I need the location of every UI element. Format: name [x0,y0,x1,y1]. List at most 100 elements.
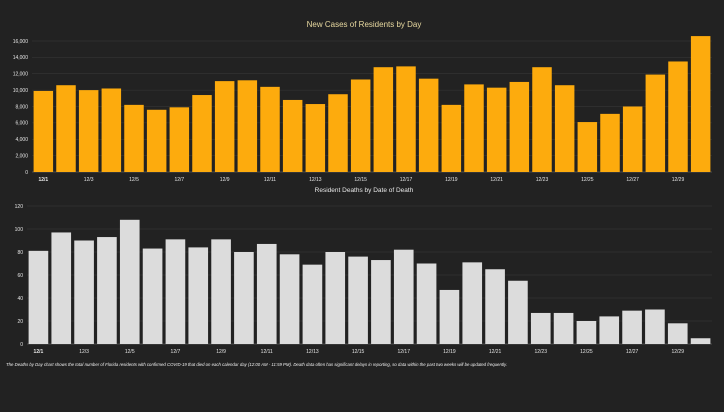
cases-x-tick-label: 12/23 [536,177,549,183]
deaths-bar-12-7[interactable] [165,239,186,344]
deaths-bar-12-28[interactable] [645,309,665,345]
cases-y-tick-label: 12,000 [13,72,29,78]
deaths-x-tick-label: 12/25 [580,349,593,355]
deaths-x-tick-label: 12/29 [671,349,684,355]
deaths-bar-12-5[interactable] [119,219,140,344]
cases-bar-12-8[interactable] [192,95,212,172]
cases-bar-12-20[interactable] [464,84,484,172]
deaths-bar-12-29[interactable] [667,323,688,344]
deaths-x-tick-label: 12/13 [306,349,319,355]
cases-x-tick-label: 12/3 [84,177,94,183]
cases-x-tick-label: 12/9 [220,177,230,183]
cases-bar-12-1[interactable] [33,90,54,172]
deaths-bar-12-13[interactable] [302,264,323,344]
deaths-bar-12-9[interactable] [211,239,231,344]
cases-bar-12-9[interactable] [214,81,235,172]
cases-bar-12-28[interactable] [645,74,666,172]
cases-bar-12-29[interactable] [668,61,688,172]
cases-y-tick-label: 6,000 [15,121,28,127]
cases-bar-12-5[interactable] [124,104,144,172]
cases-bar-12-27[interactable] [622,106,643,173]
cases-x-tick-label: 12/15 [354,177,367,183]
cases-x-tick-label: 12/25 [581,177,594,183]
deaths-x-tick-label: 12/17 [397,349,410,355]
cases-chart-title: New Cases of Residents by Day [307,20,422,29]
cases-bar-12-23[interactable] [532,67,552,172]
cases-bar-12-13[interactable] [305,104,326,172]
cases-y-tick-label: 10,000 [13,88,29,94]
cases-bar-12-4[interactable] [101,88,122,172]
cases-bar-12-3[interactable] [78,90,99,172]
deaths-y-tick-label: 40 [17,296,23,302]
cases-x-tick-label: 12/19 [445,177,458,183]
cases-bar-12-17[interactable] [396,66,416,172]
deaths-y-tick-label: 80 [17,250,23,256]
deaths-bar-12-1[interactable] [28,250,49,344]
deaths-x-tick-label: 12/9 [216,349,226,355]
deaths-bar-12-15[interactable] [348,256,368,344]
deaths-bar-12-8[interactable] [188,247,209,344]
cases-bar-12-10[interactable] [237,80,258,172]
deaths-bar-12-18[interactable] [416,263,437,345]
deaths-bar-12-3[interactable] [74,240,94,345]
deaths-x-tick-label: 12/27 [626,349,639,355]
deaths-chart: 0 20 40 60 80 100 120 12/1 12/3 12/5 12/7 12/9 12/11… [15,204,712,355]
deaths-bar-12-19[interactable] [439,289,460,344]
cases-bar-12-7[interactable] [169,107,190,172]
deaths-bar-12-17[interactable] [393,249,414,344]
cases-bar-12-25[interactable] [577,122,598,172]
cases-bar-12-14[interactable] [328,94,348,172]
chart-footnote: The Deaths by Day chart shows the total … [6,362,508,367]
cases-bar-12-21[interactable] [486,87,507,172]
deaths-y-tick-label: 60 [17,273,23,279]
deaths-y-tick-label: 20 [17,319,23,325]
deaths-bar-12-24[interactable] [553,312,574,344]
cases-y-tick-label: 0 [25,170,28,176]
deaths-bar-12-10[interactable] [234,252,254,344]
deaths-x-tick-label: 12/15 [352,349,365,355]
deaths-bar-12-23[interactable] [530,312,551,344]
cases-x-tick-label: 12/29 [672,177,685,183]
deaths-chart-title: Resident Deaths by Date of Death [315,187,414,194]
cases-bar-12-16[interactable] [373,67,394,172]
cases-bar-12-6[interactable] [146,109,167,172]
deaths-bar-12-11[interactable] [256,243,277,344]
deaths-bar-12-20[interactable] [462,262,483,344]
cases-bar-12-18[interactable] [418,78,439,172]
cases-bar-12-19[interactable] [441,104,462,172]
deaths-x-tick-label: 12/7 [171,349,181,355]
cases-bar-12-11[interactable] [260,86,280,172]
deaths-y-tick-label: 0 [20,342,23,348]
cases-bar-12-12[interactable] [282,99,303,172]
cases-bar-12-2[interactable] [56,85,76,172]
deaths-bar-12-16[interactable] [371,260,391,344]
cases-bar-12-15[interactable] [350,79,371,172]
cases-bar-12-24[interactable] [554,85,575,172]
cases-x-tick-label: 12/11 [264,177,276,183]
cases-y-tick-label: 2,000 [15,153,28,159]
cases-bar-12-30[interactable] [690,36,711,173]
deaths-x-tick-label: 12/21 [489,349,502,355]
deaths-bar-12-30[interactable] [690,338,711,344]
deaths-bar-12-25[interactable] [576,321,597,344]
cases-x-tick-label: 12/1 [38,177,48,183]
deaths-x-tick-label: 12/23 [534,349,547,355]
deaths-bar-12-27[interactable] [622,310,642,344]
deaths-bar-12-21[interactable] [485,269,505,344]
deaths-bar-12-2[interactable] [51,232,72,344]
cases-chart: 0 2,000 4,000 6,000 8,000 10,000 12,000 14,000 1… [13,36,712,183]
cases-bar-12-22[interactable] [509,81,530,172]
deaths-bar-12-22[interactable] [508,280,528,344]
cases-bar-12-26[interactable] [600,113,620,172]
deaths-bar-12-4[interactable] [97,237,117,344]
deaths-bar-12-14[interactable] [325,252,346,344]
deaths-x-tick-label: 12/3 [79,349,89,355]
deaths-bar-12-12[interactable] [279,254,300,344]
deaths-bar-12-26[interactable] [599,316,620,344]
cases-y-tick-label: 4,000 [15,137,28,143]
deaths-bar-12-6[interactable] [142,248,163,344]
deaths-x-tick-label: 12/19 [443,349,456,355]
cases-x-tick-label: 12/13 [309,177,322,183]
cases-x-tick-label: 12/7 [174,177,184,183]
